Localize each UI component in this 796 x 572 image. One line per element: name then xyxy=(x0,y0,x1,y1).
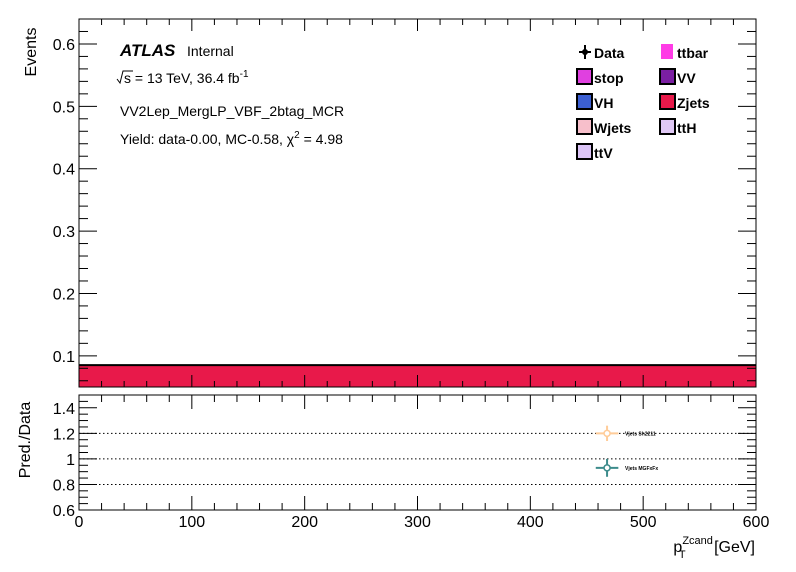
main-panel: 0.1 0.2 0.3 0.4 0.5 0.6 Events ATLAS Internal… xyxy=(23,18,757,388)
legend-swatch xyxy=(659,93,676,110)
internal-label: Internal xyxy=(187,43,234,59)
x-tick-label: 200 xyxy=(291,514,318,531)
ratio-y-tick-label: 1.4 xyxy=(53,401,75,418)
ratio-y-tick-label: 0.8 xyxy=(53,477,75,494)
x-tick-label: 500 xyxy=(630,514,657,531)
legend-swatch xyxy=(576,118,593,135)
legend-swatch xyxy=(576,143,593,160)
x-tick-label: 600 xyxy=(743,514,770,531)
x-tick-label: 100 xyxy=(178,514,205,531)
ratio-point-vjets-sh2211: Vjets Sh2211 xyxy=(595,425,656,441)
ratio-y-tick-label: 0.6 xyxy=(53,503,75,520)
legend-label: Wjets xyxy=(594,120,632,136)
legend-entry-vh: VH xyxy=(576,93,613,111)
legend-label: Zjets xyxy=(677,95,710,111)
y-tick-label: 0.1 xyxy=(53,349,75,366)
ratio-axis-ticks: 0.6 0.8 1 1.2 1.4 0 100 200 300 400 500 600 xyxy=(53,394,770,531)
point-marker xyxy=(603,429,611,438)
y-tick-label: 0.4 xyxy=(53,162,75,179)
x-tick-label: 0 xyxy=(75,514,84,531)
y-tick-label: 0.5 xyxy=(53,99,75,116)
ratio-points: Vjets Sh2211 Vjets MGFxFx xyxy=(595,425,658,477)
legend-label: ttV xyxy=(594,145,613,161)
legend-label: ttbar xyxy=(677,45,709,61)
legend-swatch xyxy=(661,44,673,59)
point-label: Vjets MGFxFx xyxy=(625,466,658,472)
legend-entry-data: Data xyxy=(579,45,625,61)
x-tick-label: 400 xyxy=(517,514,544,531)
ratio-point-vjets-mgfxfx: Vjets MGFxFx xyxy=(595,458,658,477)
main-axis-ticks: 0.1 0.2 0.3 0.4 0.5 0.6 xyxy=(53,18,757,387)
legend: Data ttbar stop VV VH Zjets Wjets ttH ttV xyxy=(576,44,710,161)
legend-data-marker xyxy=(582,49,588,55)
ratio-frame xyxy=(78,394,757,511)
legend-swatch xyxy=(576,93,593,110)
x-axis-label: pZcand T [GeV] xyxy=(673,535,755,561)
atlas-label: ATLAS xyxy=(119,41,176,60)
legend-entry-tth: ttH xyxy=(659,118,696,136)
legend-label: VH xyxy=(594,95,613,111)
legend-entry-ttv: ttV xyxy=(576,143,613,161)
legend-swatch xyxy=(659,118,676,135)
y-axis-label: Events xyxy=(23,28,40,77)
legend-label: stop xyxy=(594,70,624,86)
y-tick-label: 0.3 xyxy=(53,224,75,241)
legend-swatch xyxy=(659,68,676,85)
ratio-panel: Vjets Sh2211 Vjets MGFxFx 0.6 0.8 1 1.2 1.4 0 1… xyxy=(17,394,770,561)
sqrt-symbol xyxy=(116,70,133,85)
legend-entry-wjets: Wjets xyxy=(576,118,632,136)
point-label: Vjets Sh2211 xyxy=(625,431,656,437)
legend-label: Data xyxy=(594,45,625,61)
point-marker xyxy=(603,464,611,472)
legend-entry-stop: stop xyxy=(576,68,624,86)
energy-lumi-label: s = 13 TeV, 36.4 fb-1 xyxy=(116,69,249,86)
legend-swatch xyxy=(576,68,593,85)
ratio-y-tick-label: 1 xyxy=(66,452,75,469)
svg-text:s = 13 TeV, 36.4 fb-1: s = 13 TeV, 36.4 fb-1 xyxy=(124,69,249,86)
legend-entry-ttbar: ttbar xyxy=(661,44,709,61)
legend-label: ttH xyxy=(677,120,696,136)
ratio-y-axis-label: Pred./Data xyxy=(17,402,34,479)
legend-entry-vv: VV xyxy=(659,68,696,86)
reference-lines xyxy=(79,432,756,485)
legend-entry-zjets: Zjets xyxy=(659,93,710,111)
x-tick-label: 300 xyxy=(404,514,431,531)
legend-label: VV xyxy=(677,70,696,86)
ratio-y-tick-label: 1.2 xyxy=(53,426,75,443)
y-tick-label: 0.2 xyxy=(53,286,75,303)
yield-label: Yield: data-0.00, MC-0.58, χ2 = 4.98 xyxy=(120,130,343,147)
y-tick-label: 0.6 xyxy=(53,37,75,54)
region-label: VV2Lep_MergLP_VBF_2btag_MCR xyxy=(120,103,344,119)
